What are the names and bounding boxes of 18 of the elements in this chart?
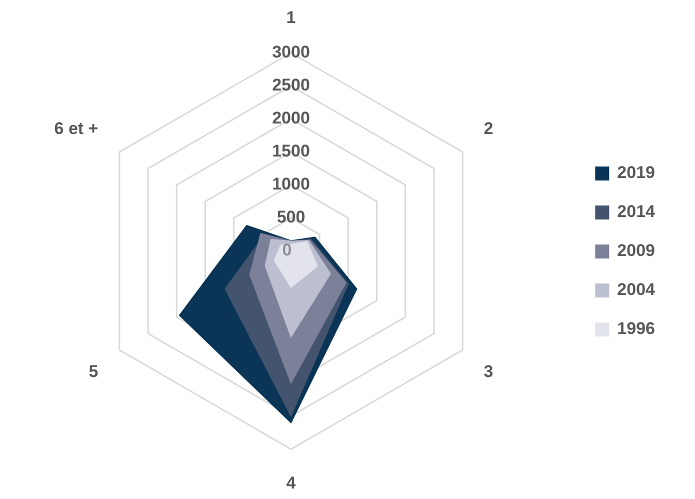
spoke-label: 6 et + — [54, 119, 98, 138]
y-tick-label: 1500 — [272, 142, 310, 161]
y-tick-label: 0 — [282, 240, 292, 260]
spoke-label: 5 — [88, 362, 98, 382]
spoke-label: 3 — [484, 362, 494, 382]
y-tick-label: 1000 — [272, 174, 310, 194]
legend-label: 2009 — [617, 241, 656, 260]
legend-label: 2014 — [617, 202, 656, 222]
y-tick-label: 2000 — [272, 108, 310, 128]
legend-label: 1996 — [617, 319, 656, 338]
spoke-label: 1 — [286, 8, 296, 27]
y-tick-label: 3000 — [272, 42, 310, 62]
y-tick-label: 500 — [276, 208, 306, 227]
legend-label: 2019 — [617, 163, 656, 182]
legend-label: 2004 — [617, 280, 656, 300]
spoke-label: 2 — [484, 119, 494, 138]
y-tick-label: 2500 — [272, 76, 310, 95]
spoke-label: 4 — [286, 473, 296, 492]
